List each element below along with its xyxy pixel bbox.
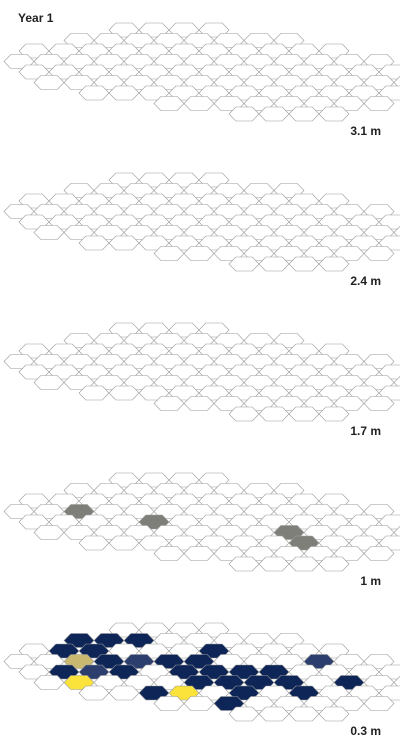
hex-cell	[33, 375, 65, 390]
layer-depth-label: 3.1 m	[350, 124, 381, 138]
hex-cell	[288, 256, 320, 272]
hex-cell	[33, 225, 65, 240]
layer-depth-label: 1 m	[360, 574, 381, 588]
hex-cell	[258, 556, 290, 572]
page-title: Year 1	[18, 11, 54, 25]
hex-cell	[288, 706, 320, 722]
layer-4	[3, 622, 400, 722]
hex-cell	[108, 85, 140, 101]
hex-cell	[78, 385, 110, 401]
hex-cell	[228, 706, 260, 722]
hex-cell	[228, 406, 260, 422]
hex-cell	[78, 235, 110, 251]
hex-cell	[258, 106, 290, 122]
layer-depth-label: 0.3 m	[350, 724, 381, 738]
hex-cell	[363, 96, 395, 111]
hex-cell	[258, 406, 290, 422]
hex-cell	[288, 556, 320, 572]
hex-cell	[153, 396, 185, 411]
hex-cell	[183, 96, 215, 111]
hex-cell	[393, 225, 400, 240]
hex-cell	[78, 685, 110, 701]
hex-cell	[33, 525, 65, 540]
hex-cell	[183, 696, 215, 711]
hex-cell	[393, 75, 400, 90]
hex-cell	[258, 256, 290, 272]
layer-3	[3, 472, 400, 572]
hex-cell	[363, 246, 395, 261]
hex-cell	[153, 546, 185, 561]
layer-1	[3, 172, 400, 272]
hex-cell	[183, 396, 215, 411]
hex-cell	[363, 696, 395, 711]
hex-cell	[288, 406, 320, 422]
hex-cell	[363, 396, 395, 411]
hex-cell	[108, 235, 140, 251]
hex-cell	[318, 556, 350, 572]
hex-cell	[153, 696, 185, 711]
hex-cell	[78, 85, 110, 101]
layer-0	[3, 22, 400, 122]
hex-cell	[153, 246, 185, 261]
hex-cell	[33, 75, 65, 90]
hex-cell	[318, 256, 350, 272]
hex-cell	[228, 256, 260, 272]
hex-cell	[33, 675, 65, 690]
layer-depth-label: 1.7 m	[350, 424, 381, 438]
hex-cell	[318, 106, 350, 122]
hex-cell	[288, 106, 320, 122]
hex-cell	[318, 706, 350, 722]
hex-cell	[393, 675, 400, 690]
hex-cell	[108, 535, 140, 551]
hex-cell	[393, 375, 400, 390]
hex-cell	[183, 546, 215, 561]
layer-2	[3, 322, 400, 422]
hex-cell	[78, 535, 110, 551]
hex-cell	[363, 546, 395, 561]
hex-cell	[183, 246, 215, 261]
hex-cell	[318, 406, 350, 422]
hex-cell	[258, 706, 290, 722]
hex-cell	[228, 556, 260, 572]
hex-cell	[108, 685, 140, 701]
hex-cell	[108, 385, 140, 401]
hex-cell	[153, 96, 185, 111]
hex-cell	[393, 525, 400, 540]
layer-depth-label: 2.4 m	[350, 274, 381, 288]
hex-cell	[228, 106, 260, 122]
